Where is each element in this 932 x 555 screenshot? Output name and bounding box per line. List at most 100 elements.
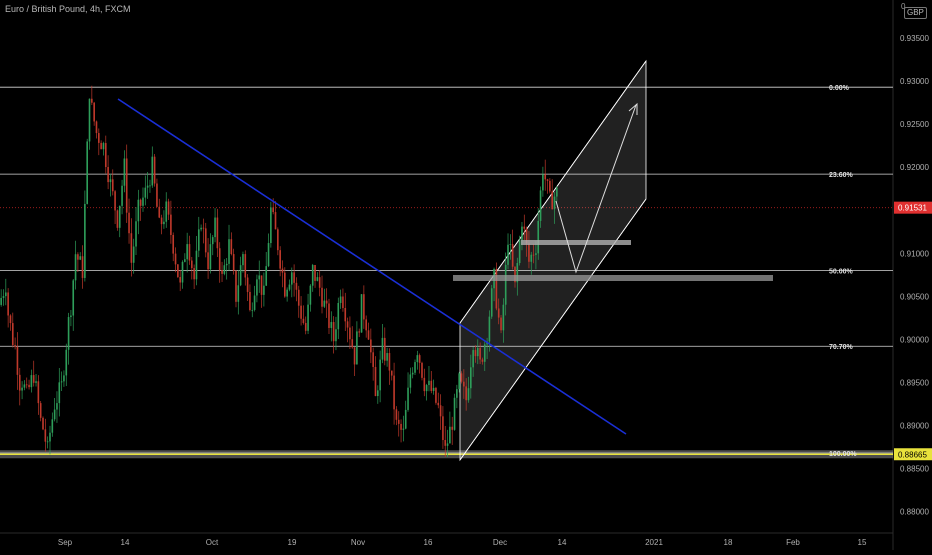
projection-path	[555, 104, 637, 274]
candle-body	[272, 207, 275, 213]
candle-body	[225, 263, 228, 266]
candle-body	[232, 254, 235, 271]
candle-body	[290, 272, 293, 285]
candle-body	[23, 384, 26, 388]
candle-body	[237, 285, 240, 302]
candle-body	[528, 243, 530, 262]
candle-body	[216, 217, 219, 249]
candle-body	[121, 185, 123, 206]
candle-body	[160, 217, 163, 225]
price-tick-label: 0.93000	[900, 77, 929, 86]
candle-body	[177, 264, 179, 278]
price-tick-label: 0.89000	[900, 421, 929, 430]
candle-body	[314, 264, 316, 281]
candle-body	[39, 403, 42, 418]
price-tag-box	[894, 448, 932, 461]
candle-body	[249, 291, 251, 311]
candle-body	[32, 375, 35, 383]
candle-body	[351, 339, 354, 348]
candle-body	[404, 409, 407, 429]
candle-body	[297, 289, 300, 306]
candle-body	[151, 156, 154, 186]
candle-body	[293, 272, 295, 283]
candle-body	[100, 142, 102, 150]
candle-body	[60, 381, 63, 383]
candle-body	[544, 174, 547, 180]
price-tick-label: 0.91000	[900, 249, 929, 258]
candle-body	[128, 212, 130, 234]
price-tick-label: 0.88000	[900, 507, 929, 516]
candle-body	[509, 244, 512, 245]
price-tick-label: 0.89500	[900, 378, 929, 387]
candle-body	[174, 253, 177, 265]
candle-body	[449, 426, 451, 444]
candle-body	[481, 359, 484, 362]
candle-body	[516, 263, 519, 283]
candle-body	[463, 381, 465, 387]
candle-body	[395, 409, 398, 420]
candle-body	[328, 303, 330, 328]
candle-body	[346, 321, 349, 328]
descending-trendline	[117, 98, 627, 435]
candle-body	[42, 417, 44, 430]
candle-body	[437, 402, 440, 406]
candle-body	[209, 244, 212, 270]
price-tag-box	[894, 201, 932, 214]
candle-body	[135, 221, 137, 247]
time-tick-label: 19	[288, 538, 297, 547]
candle-body	[170, 214, 172, 235]
candle-body	[488, 316, 491, 342]
fib-level-label: 100.00%	[829, 451, 857, 458]
candle-body	[304, 322, 307, 331]
candle-body	[158, 206, 161, 218]
candle-body	[58, 382, 61, 404]
candle-body	[411, 372, 414, 375]
candle-body	[4, 292, 7, 297]
time-axis[interactable]: Sep 14 Oct 19 Nov 16 Dec 14 2021 18 Feb 15	[58, 538, 867, 547]
resistance-zone-bar	[453, 275, 773, 281]
candle-body	[393, 375, 395, 410]
candle-body	[95, 121, 98, 134]
candle-body	[37, 381, 40, 404]
candle-body	[344, 308, 347, 322]
currency-badge[interactable]: GBP	[904, 7, 927, 19]
candle-body	[374, 366, 377, 397]
candle-body	[125, 158, 128, 213]
candle-body	[423, 377, 426, 392]
time-tick-label: 14	[121, 538, 130, 547]
candle-body	[416, 355, 419, 363]
candle-body	[483, 344, 486, 362]
candle-body	[123, 158, 126, 186]
candle-body	[130, 233, 133, 263]
candle-body	[74, 254, 77, 281]
candle-body	[337, 302, 340, 330]
time-tick-label: 2021	[645, 538, 663, 547]
candle-body	[93, 102, 95, 122]
candle-body	[153, 156, 156, 184]
candle-body	[77, 254, 79, 260]
price-tick-label: 0.92500	[900, 120, 929, 129]
candle-body	[372, 352, 374, 367]
minor-zone-bar	[521, 240, 631, 245]
candle-body	[523, 226, 526, 229]
candle-body	[281, 268, 284, 273]
candle-body	[218, 248, 221, 270]
candle-body	[235, 270, 237, 302]
candle-body	[72, 280, 75, 316]
candle-body	[511, 244, 514, 267]
candle-body	[407, 387, 409, 410]
candle-body	[365, 319, 368, 331]
candle-body	[302, 318, 305, 323]
chart-drawings[interactable]	[117, 98, 773, 435]
candle-body	[335, 329, 337, 342]
candle-body	[202, 227, 205, 229]
candle-body	[446, 443, 449, 446]
time-tick-label: Sep	[58, 538, 73, 547]
candle-body	[430, 380, 433, 391]
candle-body	[111, 179, 114, 192]
candle-body	[277, 229, 279, 251]
candle-body	[525, 228, 528, 244]
candle-body	[332, 322, 335, 342]
